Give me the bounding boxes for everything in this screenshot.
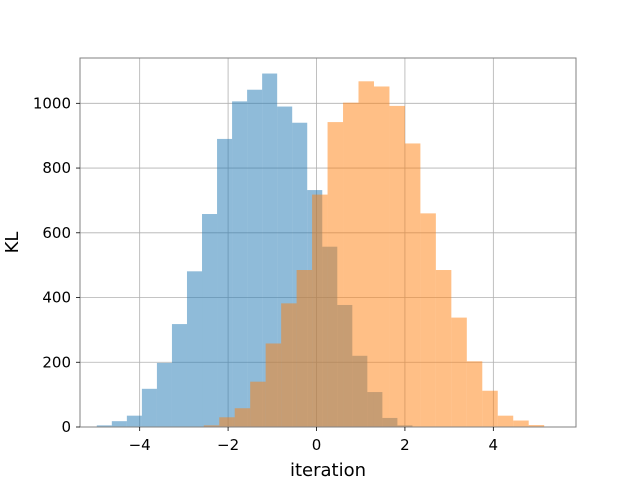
histogram-bar	[296, 270, 313, 427]
histogram-bar	[219, 417, 235, 427]
histogram-bar	[451, 317, 467, 427]
y-tick-label: 200	[42, 353, 71, 371]
histogram-bar	[126, 415, 142, 427]
y-tick-label: 1000	[33, 94, 71, 112]
histogram-bar	[171, 324, 187, 427]
x-tick-label: 0	[312, 436, 322, 454]
histogram-bar	[96, 425, 112, 427]
histogram-bar	[234, 408, 251, 427]
histogram-bar	[262, 73, 278, 428]
histogram-bar	[497, 415, 514, 427]
histogram-bar	[435, 270, 452, 427]
histogram-bar	[420, 213, 436, 427]
histogram-bar	[250, 381, 266, 427]
histogram-bar	[281, 303, 297, 427]
histogram-bar	[186, 271, 203, 427]
y-tick-label: 400	[42, 289, 71, 307]
x-tick-label: 4	[489, 436, 499, 454]
x-tick-label: −4	[129, 436, 151, 454]
histogram-bar	[482, 390, 498, 427]
histogram-bar	[202, 214, 218, 427]
histogram-bar	[389, 105, 405, 427]
histogram-bar	[141, 388, 157, 427]
bars-layer	[96, 73, 545, 428]
y-tick-label: 600	[42, 224, 71, 242]
histogram-bar	[528, 425, 545, 427]
histogram-bar	[111, 421, 127, 427]
histogram-bar	[156, 362, 172, 427]
y-axis-label: KL	[2, 232, 23, 254]
series-2	[203, 81, 545, 428]
histogram-bar	[327, 122, 344, 427]
histogram-bar	[466, 361, 483, 427]
y-tick-label: 0	[61, 418, 71, 436]
histogram-bar	[217, 138, 233, 427]
plot-frame	[79, 57, 577, 428]
histogram-bar	[358, 81, 374, 427]
histogram-bar	[312, 194, 328, 427]
histogram-bar	[265, 343, 282, 427]
histogram-bar	[343, 102, 359, 427]
histogram-bar	[247, 89, 263, 427]
histogram-bar	[373, 86, 390, 428]
x-tick-label: 2	[400, 436, 410, 454]
x-tick-label: −2	[217, 436, 239, 454]
histogram-bar	[513, 420, 529, 427]
histogram-bar	[203, 425, 220, 427]
x-axis-label: iteration	[290, 460, 366, 480]
histogram-bar	[232, 101, 248, 427]
ticks-layer: −4 −2 0 2 4 0 200 400 600 800 1000	[33, 94, 498, 454]
y-tick-label: 800	[42, 159, 71, 177]
histogram-bar	[404, 143, 421, 427]
